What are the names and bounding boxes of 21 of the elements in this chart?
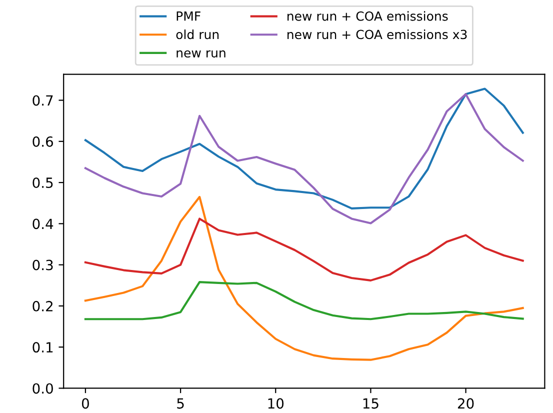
y-tick-label: 0.5 (32, 178, 53, 188)
y-tick-label: 0.4 (32, 218, 54, 230)
y-tick-label: 0.2 (32, 300, 52, 312)
x-tick-label: 15 (363, 398, 378, 409)
line-series (84, 281, 524, 320)
y-tick-label: 0.3 (32, 260, 53, 270)
legend-label: PMF (176, 12, 200, 21)
legend-label: old run (176, 30, 219, 40)
x-tick-label: 0 (82, 398, 89, 409)
y-tick-label: 0.1 (32, 342, 53, 353)
legend-label: new run (176, 50, 226, 58)
line-series (84, 196, 524, 361)
line-series (84, 218, 524, 282)
x-tick-label: 10 (268, 398, 284, 409)
x-tick-label: 20 (458, 398, 474, 409)
y-tick-label: 0.7 (32, 95, 53, 106)
legend-label: new run + COA emissions x3 (288, 30, 467, 40)
x-tick-label: 5 (177, 398, 184, 409)
y-tick-label: 0.6 (32, 136, 53, 147)
y-tick-label: 0.0 (32, 383, 53, 394)
legend-label: new run + COA emissions (288, 11, 448, 21)
